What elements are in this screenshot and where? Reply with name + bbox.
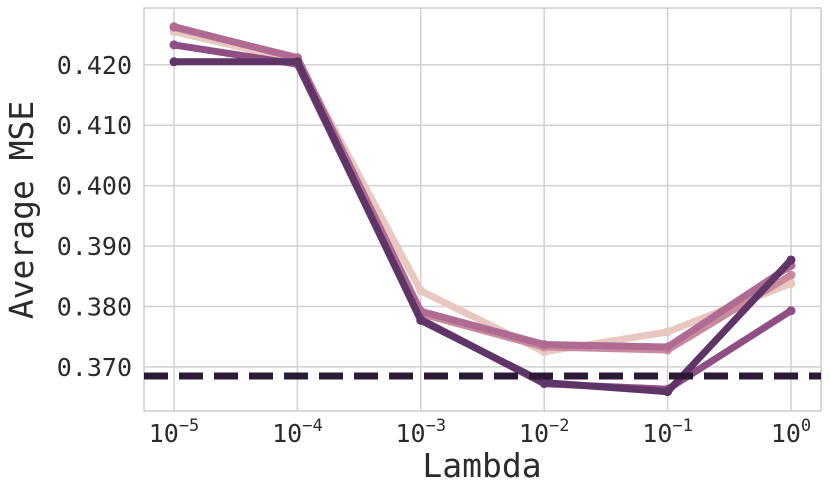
series-2-point [786, 270, 796, 280]
series-1-point [416, 286, 426, 296]
y-tick-label: 0.380 [57, 292, 132, 321]
x-tick-label: 10−4 [272, 416, 323, 448]
y-tick-labels: 0.370 0.380 0.390 0.400 0.410 0.420 [57, 51, 132, 382]
series-5-point [416, 315, 426, 325]
x-tick-label: 10−3 [396, 416, 447, 448]
x-axis-title: Lambda [422, 446, 541, 485]
series-layer [144, 22, 821, 397]
series-line-2 [170, 23, 795, 354]
series-line-3 [170, 23, 795, 351]
series-5-point [169, 57, 179, 67]
x-tick-label: 10−5 [149, 416, 200, 448]
x-tick-label: 10−1 [642, 416, 693, 448]
series-line-5 [170, 58, 795, 396]
series-3-point [663, 342, 673, 352]
x-tick-labels: 10−5 10−4 10−3 10−2 10−1 100 [149, 416, 811, 448]
series-1-point [786, 279, 796, 289]
series-3-point [539, 340, 549, 350]
y-axis-title: Average MSE [2, 101, 41, 320]
series-5-point [292, 57, 302, 67]
series-5-point [539, 378, 549, 388]
x-tick-label: 10−2 [519, 416, 570, 448]
y-tick-label: 0.370 [57, 353, 132, 382]
y-tick-label: 0.410 [57, 111, 132, 140]
series-5-point [663, 387, 673, 397]
series-4-point [786, 306, 796, 316]
series-line-4 [170, 41, 795, 393]
series-line-1 [170, 28, 795, 356]
series-1-point [663, 327, 673, 337]
series-3-point [169, 22, 179, 32]
y-tick-label: 0.390 [57, 232, 132, 261]
series-5-point [786, 255, 796, 265]
series-4-point [169, 40, 179, 50]
plot-frame [143, 7, 822, 412]
y-tick-label: 0.420 [57, 51, 132, 80]
x-tick-label: 100 [771, 416, 811, 448]
y-tick-label: 0.400 [57, 172, 132, 201]
